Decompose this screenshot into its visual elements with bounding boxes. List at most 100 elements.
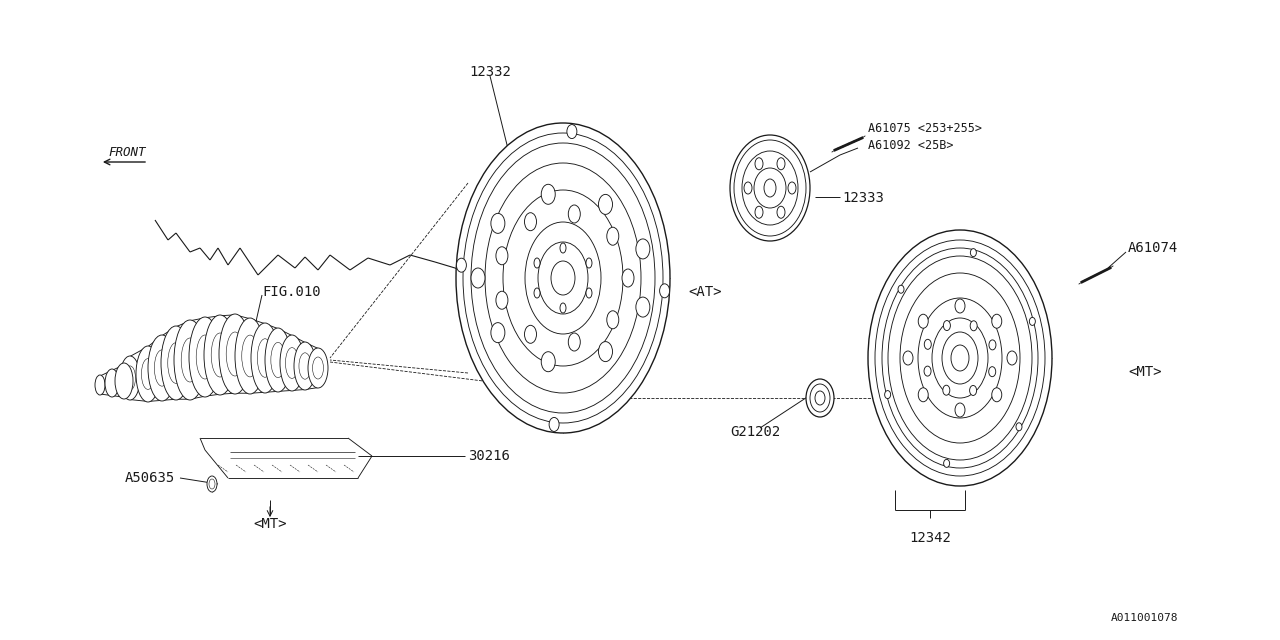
Ellipse shape <box>300 353 311 379</box>
Ellipse shape <box>742 151 797 225</box>
Ellipse shape <box>257 339 273 377</box>
Ellipse shape <box>932 318 988 398</box>
Ellipse shape <box>485 163 641 393</box>
Ellipse shape <box>105 369 119 397</box>
Ellipse shape <box>204 315 236 395</box>
Text: 12332: 12332 <box>468 65 511 79</box>
Ellipse shape <box>148 335 177 401</box>
Ellipse shape <box>988 367 996 377</box>
Ellipse shape <box>174 320 206 400</box>
Ellipse shape <box>622 269 634 287</box>
Ellipse shape <box>918 298 1002 418</box>
Text: FIG.010: FIG.010 <box>262 285 320 299</box>
Ellipse shape <box>219 314 251 394</box>
Ellipse shape <box>924 339 932 349</box>
Ellipse shape <box>586 258 591 268</box>
Ellipse shape <box>242 335 259 377</box>
Ellipse shape <box>599 342 613 362</box>
Ellipse shape <box>900 273 1020 443</box>
Ellipse shape <box>1016 423 1021 431</box>
Ellipse shape <box>943 460 950 467</box>
Ellipse shape <box>168 342 184 383</box>
Ellipse shape <box>992 314 1002 328</box>
Text: <MT>: <MT> <box>1128 365 1161 379</box>
Ellipse shape <box>918 388 928 402</box>
Ellipse shape <box>882 248 1038 468</box>
Ellipse shape <box>124 366 136 390</box>
Ellipse shape <box>182 338 198 382</box>
Ellipse shape <box>659 284 669 298</box>
Ellipse shape <box>312 357 324 379</box>
Text: G21202: G21202 <box>730 425 781 439</box>
Text: FRONT: FRONT <box>108 145 146 159</box>
Ellipse shape <box>251 323 279 393</box>
Ellipse shape <box>815 391 826 405</box>
Ellipse shape <box>607 227 618 245</box>
Ellipse shape <box>495 291 508 309</box>
Ellipse shape <box>525 212 536 230</box>
Ellipse shape <box>970 321 977 331</box>
Text: A50635: A50635 <box>124 471 175 485</box>
Ellipse shape <box>754 168 786 208</box>
Ellipse shape <box>764 179 776 197</box>
Ellipse shape <box>308 348 328 388</box>
Ellipse shape <box>189 317 221 397</box>
Ellipse shape <box>471 143 655 413</box>
Ellipse shape <box>902 351 913 365</box>
Ellipse shape <box>265 328 291 392</box>
Ellipse shape <box>951 345 969 371</box>
Ellipse shape <box>209 479 215 489</box>
Ellipse shape <box>755 157 763 170</box>
Ellipse shape <box>534 258 540 268</box>
Ellipse shape <box>607 311 618 329</box>
Ellipse shape <box>534 288 540 298</box>
Ellipse shape <box>120 356 140 400</box>
Ellipse shape <box>525 222 602 334</box>
Ellipse shape <box>868 230 1052 486</box>
Ellipse shape <box>561 303 566 313</box>
Ellipse shape <box>955 299 965 313</box>
Ellipse shape <box>636 297 650 317</box>
Ellipse shape <box>550 261 575 295</box>
Text: A61075 <253+255>: A61075 <253+255> <box>868 122 982 134</box>
Ellipse shape <box>989 340 996 350</box>
Ellipse shape <box>918 314 928 328</box>
Ellipse shape <box>503 190 623 366</box>
Ellipse shape <box>141 358 155 389</box>
Ellipse shape <box>196 335 214 379</box>
Ellipse shape <box>161 326 191 400</box>
Text: <AT>: <AT> <box>689 285 722 299</box>
Ellipse shape <box>876 240 1044 476</box>
Ellipse shape <box>271 342 285 378</box>
Ellipse shape <box>236 318 265 394</box>
Ellipse shape <box>777 157 785 170</box>
Ellipse shape <box>280 335 305 391</box>
Ellipse shape <box>755 206 763 218</box>
Ellipse shape <box>777 206 785 218</box>
Ellipse shape <box>541 352 556 372</box>
Ellipse shape <box>942 332 978 384</box>
Ellipse shape <box>744 182 753 194</box>
Ellipse shape <box>924 366 931 376</box>
Ellipse shape <box>568 205 580 223</box>
Ellipse shape <box>294 342 316 390</box>
Ellipse shape <box>541 184 556 204</box>
Text: 30216: 30216 <box>468 449 509 463</box>
Ellipse shape <box>1029 317 1036 325</box>
Ellipse shape <box>810 384 829 412</box>
Ellipse shape <box>636 239 650 259</box>
Ellipse shape <box>888 256 1032 460</box>
Ellipse shape <box>456 123 669 433</box>
Ellipse shape <box>788 182 796 194</box>
Ellipse shape <box>495 247 508 265</box>
Ellipse shape <box>586 288 591 298</box>
Ellipse shape <box>285 348 298 378</box>
Ellipse shape <box>463 133 663 423</box>
Text: <MT>: <MT> <box>253 517 287 531</box>
Ellipse shape <box>561 243 566 253</box>
Ellipse shape <box>115 363 133 399</box>
Ellipse shape <box>730 135 810 241</box>
Ellipse shape <box>806 379 835 417</box>
Ellipse shape <box>538 242 588 314</box>
Ellipse shape <box>599 195 613 214</box>
